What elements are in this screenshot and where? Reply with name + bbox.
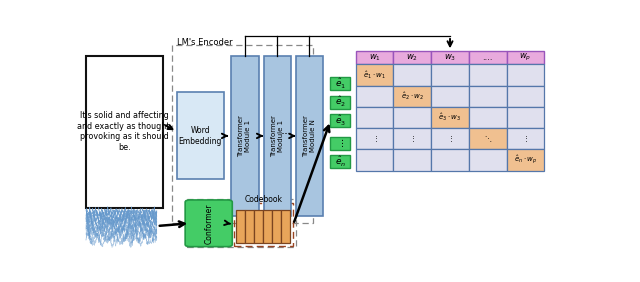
FancyBboxPatch shape: [507, 85, 544, 107]
FancyBboxPatch shape: [330, 114, 350, 127]
FancyBboxPatch shape: [431, 107, 469, 128]
Text: $\hat{e}_n$: $\hat{e}_n$: [335, 155, 346, 169]
Text: $\vdots$: $\vdots$: [372, 134, 378, 144]
FancyBboxPatch shape: [330, 137, 350, 150]
FancyBboxPatch shape: [431, 85, 469, 107]
FancyBboxPatch shape: [469, 85, 507, 107]
FancyBboxPatch shape: [394, 51, 431, 64]
FancyBboxPatch shape: [86, 56, 163, 208]
FancyBboxPatch shape: [330, 155, 350, 168]
FancyBboxPatch shape: [185, 200, 232, 247]
FancyBboxPatch shape: [264, 56, 291, 216]
FancyBboxPatch shape: [296, 56, 323, 216]
FancyBboxPatch shape: [469, 107, 507, 128]
FancyBboxPatch shape: [356, 64, 394, 85]
Text: $\hat{e}_2$: $\hat{e}_2$: [335, 95, 346, 109]
FancyBboxPatch shape: [431, 64, 469, 85]
FancyBboxPatch shape: [254, 210, 263, 243]
FancyBboxPatch shape: [394, 64, 431, 85]
Text: Conformer: Conformer: [204, 203, 213, 244]
FancyBboxPatch shape: [431, 51, 469, 64]
FancyBboxPatch shape: [469, 128, 507, 149]
Text: It's solid and affecting
and exactly as thought-
provoking as it should
be.: It's solid and affecting and exactly as …: [77, 111, 172, 152]
FancyBboxPatch shape: [469, 51, 507, 64]
FancyBboxPatch shape: [356, 128, 394, 149]
FancyBboxPatch shape: [507, 149, 544, 171]
Text: Codebook: Codebook: [244, 195, 282, 204]
FancyBboxPatch shape: [245, 210, 254, 243]
Text: $w_2$: $w_2$: [406, 52, 419, 63]
FancyBboxPatch shape: [431, 149, 469, 171]
FancyBboxPatch shape: [507, 107, 544, 128]
Text: ....: ....: [483, 53, 493, 62]
FancyBboxPatch shape: [431, 128, 469, 149]
FancyBboxPatch shape: [356, 149, 394, 171]
Text: $w_p$: $w_p$: [519, 52, 532, 63]
FancyBboxPatch shape: [263, 210, 272, 243]
FancyBboxPatch shape: [507, 64, 544, 85]
FancyBboxPatch shape: [330, 96, 350, 109]
Text: ...: ...: [280, 124, 292, 137]
Text: Transformer
Module N: Transformer Module N: [303, 115, 316, 157]
Text: $w_3$: $w_3$: [444, 52, 456, 63]
FancyBboxPatch shape: [272, 210, 281, 243]
FancyBboxPatch shape: [507, 128, 544, 149]
Text: LM's Encoder: LM's Encoder: [177, 38, 232, 47]
FancyBboxPatch shape: [394, 149, 431, 171]
FancyBboxPatch shape: [236, 210, 245, 243]
FancyBboxPatch shape: [394, 128, 431, 149]
FancyBboxPatch shape: [507, 51, 544, 64]
FancyBboxPatch shape: [394, 107, 431, 128]
Text: $\ddots$: $\ddots$: [484, 134, 492, 144]
Text: $\hat{e}_3 \cdot w_3$: $\hat{e}_3 \cdot w_3$: [438, 112, 461, 123]
Text: $\hat{e}_1 \cdot w_1$: $\hat{e}_1 \cdot w_1$: [363, 69, 386, 81]
Text: Transformer
Module 1: Transformer Module 1: [271, 115, 284, 157]
FancyBboxPatch shape: [469, 64, 507, 85]
FancyBboxPatch shape: [177, 92, 224, 179]
Text: $\hat{e}_n \cdot w_p$: $\hat{e}_n \cdot w_p$: [514, 154, 537, 166]
Text: $\vdots$: $\vdots$: [447, 134, 453, 144]
Text: $\hat{e}_3$: $\hat{e}_3$: [335, 114, 346, 128]
FancyBboxPatch shape: [231, 56, 259, 216]
Text: $\hat{e}_2 \cdot w_2$: $\hat{e}_2 \cdot w_2$: [401, 90, 424, 102]
Text: $\hat{e}_1$: $\hat{e}_1$: [335, 77, 346, 91]
FancyBboxPatch shape: [356, 51, 394, 64]
FancyBboxPatch shape: [394, 85, 431, 107]
Text: Transformer
Module 1: Transformer Module 1: [239, 115, 252, 157]
FancyBboxPatch shape: [356, 85, 394, 107]
FancyBboxPatch shape: [469, 149, 507, 171]
FancyBboxPatch shape: [330, 77, 350, 90]
FancyBboxPatch shape: [281, 210, 290, 243]
Text: $\vdots$: $\vdots$: [337, 138, 344, 149]
Text: $\vdots$: $\vdots$: [522, 134, 529, 144]
Text: $w_1$: $w_1$: [369, 52, 381, 63]
Text: $\vdots$: $\vdots$: [410, 134, 415, 144]
Text: Word
Embedding: Word Embedding: [179, 126, 222, 146]
FancyBboxPatch shape: [356, 107, 394, 128]
